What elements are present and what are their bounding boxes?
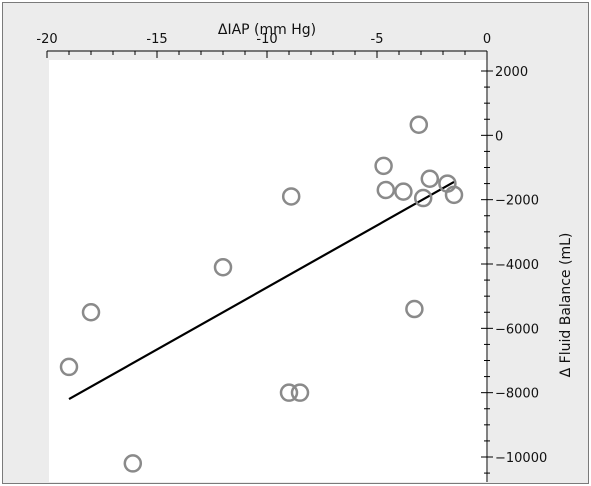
data-point xyxy=(59,357,79,377)
y-tick-label: −2000 xyxy=(495,194,539,209)
y-axis: 2000 0 −2000 −4000 −6000 −8000 −10000 xyxy=(481,51,547,482)
data-point xyxy=(420,169,440,189)
y-tick-label: −10000 xyxy=(495,451,547,466)
x-tick-label: -20 xyxy=(36,32,57,47)
y-tick-label: −4000 xyxy=(495,258,539,273)
y-tick-label: −8000 xyxy=(495,387,539,402)
y-tick-label: 0 xyxy=(495,129,503,144)
x-axis-title: ΔIAP (mm Hg) xyxy=(218,22,316,38)
data-point xyxy=(279,383,299,402)
x-tick-label: -15 xyxy=(146,32,167,47)
data-points xyxy=(59,115,464,473)
data-point xyxy=(281,187,301,206)
data-point xyxy=(81,303,101,322)
data-point xyxy=(405,299,424,319)
data-point xyxy=(290,383,310,402)
y-tick-label: −6000 xyxy=(495,322,539,337)
trend-line xyxy=(68,181,455,401)
data-point xyxy=(413,188,433,208)
data-point xyxy=(444,185,464,205)
x-axis: -20 -15 -10 -5 0 xyxy=(36,32,491,58)
trend-line-group xyxy=(68,181,455,401)
y-tick-label: 2000 xyxy=(495,65,528,80)
x-tick-label: -10 xyxy=(256,32,277,47)
data-point xyxy=(374,156,393,176)
data-point xyxy=(213,257,233,277)
data-point xyxy=(409,115,429,134)
data-point xyxy=(394,182,413,201)
y-axis-title: Δ Fluid Balance (mL) xyxy=(558,233,574,378)
data-point xyxy=(376,180,396,200)
scatter-chart: -20 -15 -10 -5 0 2000 0 −2000 −4000 −6000 −8000 −1… xyxy=(36,22,574,482)
x-tick-label: -5 xyxy=(371,32,384,47)
plot-area xyxy=(49,60,488,482)
x-tick-label: 0 xyxy=(483,32,491,47)
data-point xyxy=(123,454,143,473)
